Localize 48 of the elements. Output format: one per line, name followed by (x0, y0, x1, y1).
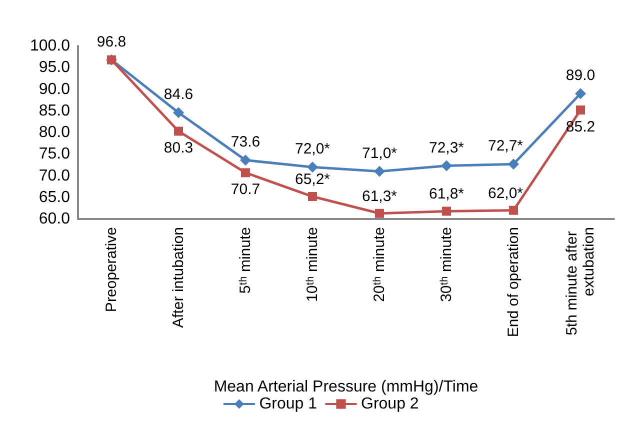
x-axis-title: Mean Arterial Pressure (mmHg)/Time (214, 378, 478, 396)
point (576, 106, 585, 115)
point (240, 154, 251, 166)
x-tick-label: 10ᵗʰ minute (304, 227, 321, 302)
point (375, 208, 384, 218)
data-label: 72,7* (488, 138, 524, 155)
data-label: 71,0* (362, 144, 398, 162)
point (241, 168, 250, 178)
point (442, 206, 451, 216)
x-tick-label: End of operation (505, 227, 522, 338)
point (575, 88, 586, 100)
point (374, 166, 385, 177)
x-tick-label: 5th minute after extubation (564, 227, 598, 336)
y-tick-label: 60.0 (38, 210, 70, 228)
y-tick-label: 75.0 (38, 146, 70, 163)
y-tick-label: 95.0 (38, 59, 70, 76)
data-label: 62,0* (488, 184, 524, 202)
data-label: 84.6 (164, 86, 194, 104)
y-tick-label: 100.0 (30, 38, 70, 54)
y-tick-label: 65.0 (38, 188, 70, 206)
data-label: 61,3* (362, 188, 398, 205)
x-tick-label: 5ᵗʰ minute (237, 227, 254, 294)
point (174, 126, 183, 136)
data-label: 70.7 (230, 181, 260, 198)
x-tick-label: After intubation (170, 227, 187, 328)
y-tick-label: 80.0 (38, 124, 70, 141)
x-tick-label: 20ᵗʰ minute (371, 227, 388, 302)
x-tick-label: Preoperative (103, 227, 120, 312)
point (441, 160, 452, 172)
data-label: 73.6 (230, 134, 260, 151)
y-tick-label: 85.0 (38, 102, 70, 120)
data-label: 80.3 (164, 140, 194, 157)
legend-label: Group 1 (259, 396, 318, 412)
point (307, 162, 318, 173)
point (308, 192, 317, 202)
data-label: 65,2* (294, 171, 330, 188)
point (509, 206, 518, 215)
data-label: 72,3* (428, 139, 464, 156)
y-tick-label: 70.0 (38, 167, 70, 184)
point (508, 158, 519, 170)
legend-label: Group 2 (361, 396, 419, 412)
y-tick-label: 90.0 (38, 80, 70, 98)
data-label: 61,8* (428, 186, 464, 203)
data-label: 96.8 (96, 33, 126, 50)
x-tick-label: 30ᵗʰ minute (438, 227, 455, 302)
data-label: 89.0 (566, 67, 596, 84)
data-label: 72,0* (294, 140, 330, 158)
point (173, 107, 184, 118)
